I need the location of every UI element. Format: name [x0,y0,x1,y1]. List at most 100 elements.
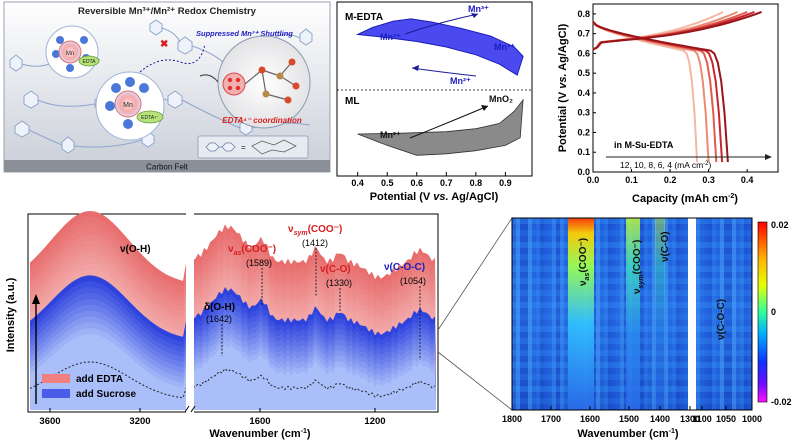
ftir-x-tick-label: 3200 [129,416,150,427]
ftir-legend-edta: add EDTA [76,374,123,385]
cv-x-tick-label: 0.7 [440,178,453,188]
heatmap-column [676,218,680,410]
heatmap-column [680,218,684,410]
heatmap-column [740,218,744,410]
ftir-peak-vcoc-label: ν(C-O-C) [384,262,425,273]
ftir-legend: add EDTA add Sucrose [42,374,136,400]
cv-x-tick-label: 0.4 [351,178,364,188]
cv-panel-label-m-edta: M-EDTA [345,12,383,23]
gcd-chart: 0.0 0.1 0.2 0.3 0.4 0.0 0.1 0.2 0.3 0.4 0.5 0.6 0.7 0… [557,3,779,205]
heatmap-column [748,218,752,410]
gcd-y-tick-label: 0.8 [577,9,590,19]
blocked-cross-icon: ✖ [160,39,168,50]
suppressed-shuttling-label: Suppressed Mn³⁺ Shuttling [196,29,293,38]
gcd-y-tick-label: 0.1 [577,147,590,157]
heatmap-label-vco: ν(C-O) [660,231,671,262]
zoom-connector-bottom [437,351,513,411]
coordination-label: EDTA⁴⁻ coordination [222,116,302,125]
cv-x-tick-label: 0.6 [411,178,424,188]
heatmap-column [720,218,724,410]
heatmap-column [552,218,556,410]
heatmap-x-axis-title: Wavenumber (cm-1) [577,428,679,440]
gcd-y-axis-title: Potential (V vs. Ag/AgCl) [557,23,569,152]
ftir-x-axis: 3600 3200 1600 1200 [39,408,386,427]
heatmap-column [532,218,536,410]
heatmap-band-vco [655,218,665,410]
heatmap-column [724,218,728,410]
heatmap-colorbar [757,221,768,403]
heatmap-x-tick-label: 1400 [650,414,670,424]
heatmap-x-tick-label: 1050 [716,414,736,424]
cv-curve-ml [357,98,524,156]
colorbar-tick-max: 0.02 [771,220,789,230]
heatmap-column [700,218,704,410]
heatmap-column [524,218,528,410]
heatmap-column [564,218,568,410]
cv-x-tick-label: 0.9 [499,178,512,188]
ftir-x-tick-label: 1200 [364,416,385,427]
edta-label-small: EDTA [83,59,97,65]
mn-ion-label-small: Mn [66,51,74,57]
heatmap-x-tick-label: 1300 [680,414,700,424]
cv-x-tick-label: 0.5 [381,178,394,188]
heatmap-column [520,218,524,410]
cv-label-mn2-top: Mn²⁺ [380,32,401,42]
heatmap-column [696,218,700,410]
heatmap-column [744,218,748,410]
heatmap-column [616,218,620,410]
cv-chart: M-EDTA ML Mn²⁺ Mn³⁺ Mn³⁺ Mn²⁺ Mn²⁺ MnO₂ … [336,1,533,203]
ftir-legend-sucrose: add Sucrose [76,389,136,400]
heatmap-column [684,218,688,410]
heatmap-column [712,218,716,410]
ftir-x-axis-title: Wavenumber (cm-1) [209,428,311,440]
cv-x-tick-label: 0.8 [470,178,483,188]
heatmap-column [728,218,732,410]
zoom-connector-top [437,217,513,331]
heatmap-column [652,218,656,410]
sucrose-hexagons [9,19,313,154]
cv-label-mno2: MnO₂ [489,94,513,104]
heatmap-x-tick-label: 1800 [502,414,522,424]
heatmap-column [540,218,544,410]
carbon-felt-substrate [4,160,330,172]
ftir-y-axis-title: Intensity (a.u.) [5,277,17,352]
heatmap-column [512,218,516,410]
ftir-peak-vco-position: (1330) [326,278,352,288]
heatmap-column [620,218,624,410]
gcd-x-tick-label: 0.3 [702,175,715,185]
gcd-y-tick-label: 0.7 [577,29,590,39]
gcd-charge-curve [592,10,762,51]
gcd-discharge-curve [592,21,729,163]
heatmap-column [640,218,644,410]
heatmap-column [600,218,604,410]
ftir-x-tick-label: 3600 [39,416,60,427]
cv-label-mn2-bottom: Mn²⁺ [450,76,471,86]
ftir-peak-doh-label: δ(O-H) [204,302,235,313]
heatmap-column [644,218,648,410]
heatmap-chart: νas(COO⁻) νsym(COO⁻) ν(C-O) ν(C-O-C) 180… [502,217,792,440]
edta-coordination-zoom: EDTA⁴⁻ coordination [199,35,311,129]
heatmap-column [612,218,616,410]
cv-curve-m-edta [355,18,524,76]
heatmap-band-vas-coo [568,218,594,410]
heatmap-column [716,218,720,410]
cv-label-mn3-right: Mn³⁺ [494,42,515,52]
heatmap-column [548,218,552,410]
heatmap-x-tick-label: 1100 [692,414,712,424]
ftir-peak-oh-label: ν(O-H) [120,244,151,255]
ftir-peak-doh-position: (1642) [206,314,232,324]
heatmap-column [556,218,560,410]
gcd-y-tick-label: 0.6 [577,48,590,58]
mn-edta-complex-small: Mn EDTA [45,25,100,79]
cv-x-axis-title: Potential (V vs. Ag/AgCl) [370,191,499,203]
gcd-legend-title: in M-Su-EDTA [614,140,674,150]
gcd-x-tick-label: 0.4 [741,175,754,185]
cv-label-mn3-top: Mn³⁺ [468,4,489,14]
ftir-peak-vco-label: ν(C-O) [320,264,351,275]
heatmap-label-vcoc: ν(C-O-C) [716,299,727,340]
gcd-y-tick-label: 0.4 [577,88,590,98]
ftir-reference-spectrum [29,361,436,399]
heatmap-column [708,218,712,410]
ftir-peak-vsym-coo-label: νsym(COO⁻) [288,224,342,237]
